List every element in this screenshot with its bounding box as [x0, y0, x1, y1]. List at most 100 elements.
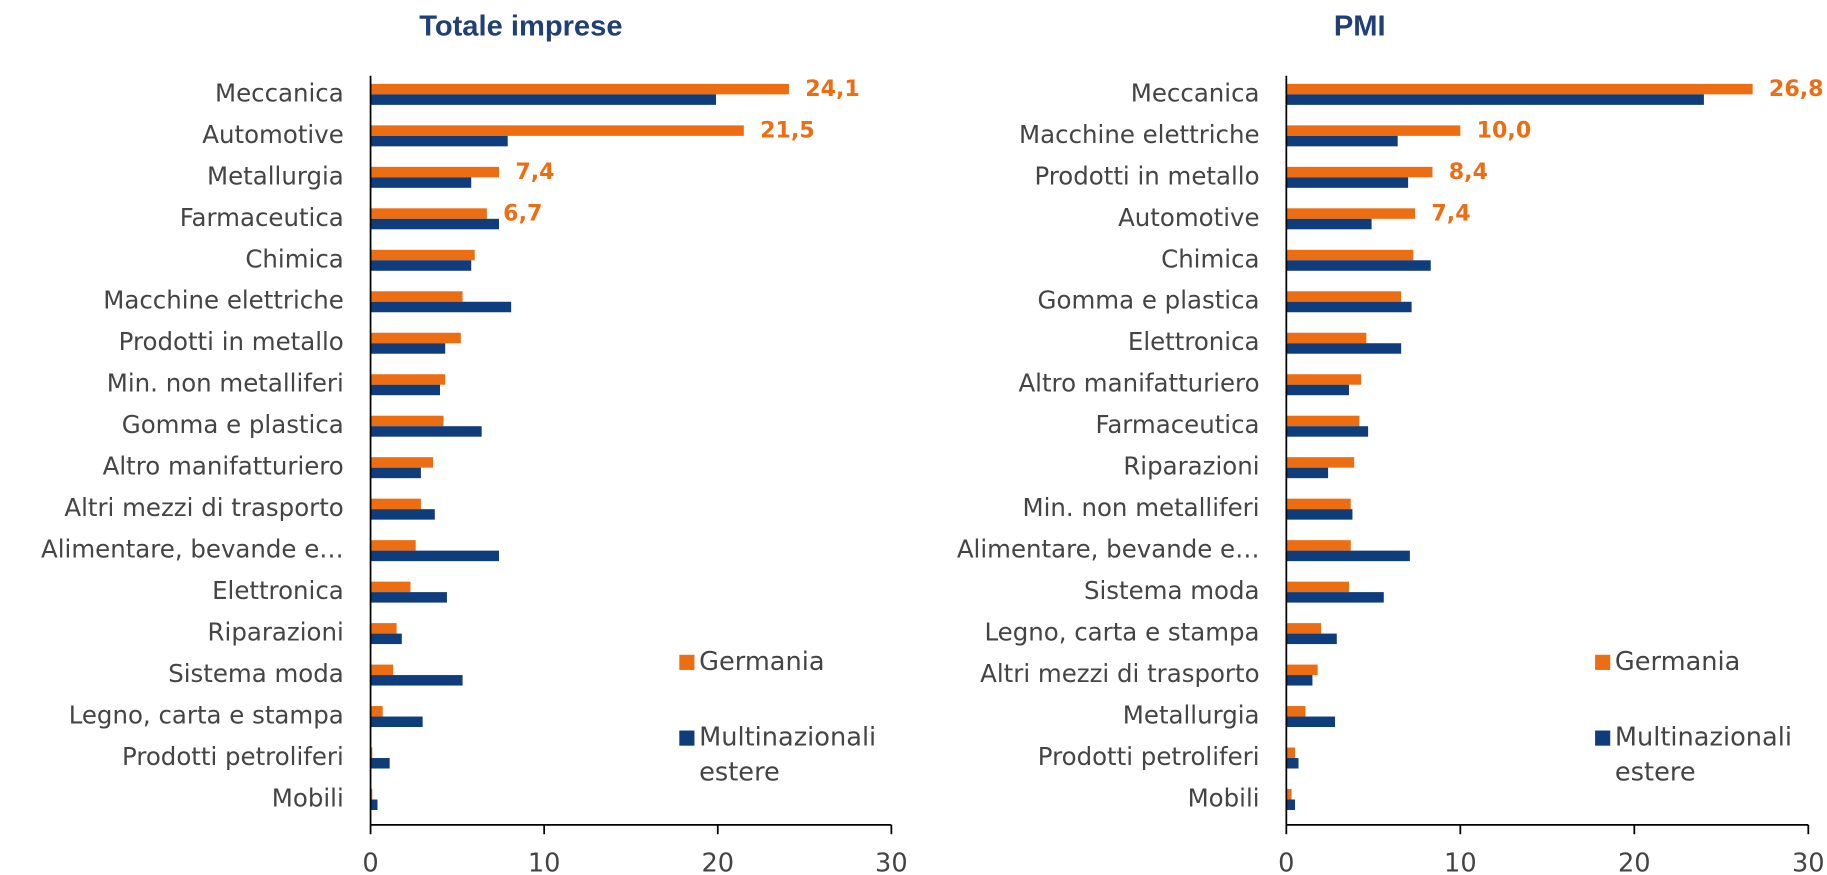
- bar: [370, 332, 461, 344]
- category-label: Mobili: [272, 784, 344, 813]
- category-label: Min. non metalliferi: [1023, 493, 1260, 522]
- value-label: 7,4: [515, 159, 554, 185]
- legend-swatch: [679, 730, 695, 746]
- bar: [370, 467, 421, 479]
- bar: [1286, 249, 1414, 261]
- x-tick-label: 30: [1792, 849, 1825, 875]
- bar: [1286, 135, 1398, 147]
- bar: [370, 291, 463, 302]
- bar: [1286, 343, 1402, 354]
- bar: [370, 343, 446, 354]
- category-label: Farmaceutica: [1096, 410, 1260, 439]
- bar: [1286, 747, 1296, 759]
- bar: [370, 799, 378, 810]
- category-label: Prodotti petroliferi: [1038, 742, 1260, 771]
- bar: [1286, 716, 1336, 728]
- bar: [370, 249, 475, 261]
- legend-item: Multinazionali estere: [699, 724, 876, 788]
- bar: [1286, 166, 1433, 178]
- bar: [370, 540, 416, 551]
- legend-swatch: [1595, 654, 1611, 670]
- legend-item: Germania: [699, 647, 825, 677]
- bar: [1286, 301, 1412, 313]
- bar: [1286, 550, 1410, 562]
- x-tick-label: 20: [1618, 849, 1651, 875]
- value-label: 26,8: [1769, 76, 1824, 102]
- category-label: Elettronica: [212, 576, 344, 605]
- category-label: Altri mezzi di trasporto: [64, 493, 343, 522]
- bar: [370, 498, 421, 510]
- bar: [1286, 592, 1384, 603]
- bar: [1286, 467, 1329, 479]
- bar: [1286, 758, 1299, 769]
- category-label: Legno, carta e stampa: [69, 701, 344, 730]
- bar: [370, 415, 444, 427]
- category-label: Chimica: [245, 244, 343, 273]
- bar: [1286, 540, 1351, 551]
- bar: [1286, 633, 1337, 645]
- bar: [370, 509, 435, 520]
- x-tick-label: 10: [528, 849, 561, 875]
- legend-swatch: [679, 654, 695, 670]
- category-label: Sistema moda: [1084, 576, 1260, 605]
- category-label: Automotive: [202, 120, 343, 149]
- bar: [370, 94, 717, 105]
- legend-label: Germania: [699, 647, 825, 677]
- category-label: Gomma e plastica: [122, 410, 344, 439]
- chart-title: Totale imprese: [419, 11, 622, 43]
- category-label: Altro manifatturiero: [103, 452, 344, 481]
- category-label: Prodotti in metallo: [1034, 161, 1259, 190]
- bar: [370, 716, 423, 728]
- x-tick-label: 0: [1278, 849, 1294, 875]
- category-label: Meccanica: [215, 78, 344, 107]
- category-label: Alimentare, bevande e…: [957, 535, 1260, 564]
- bar: [1286, 664, 1318, 676]
- bar: [370, 166, 500, 178]
- value-label: 6,7: [503, 201, 542, 227]
- bar: [370, 135, 508, 147]
- bar: [370, 706, 383, 717]
- bar: [1286, 177, 1409, 188]
- value-label: 7,4: [1431, 201, 1470, 227]
- bar: [370, 550, 500, 562]
- bar: [370, 260, 472, 271]
- x-tick-label: 0: [362, 849, 378, 875]
- bar: [370, 581, 411, 593]
- value-label: 24,1: [805, 76, 860, 102]
- bar: [1286, 675, 1313, 686]
- category-label: Prodotti in metallo: [119, 327, 344, 356]
- bar: [1286, 125, 1461, 136]
- bar: [1286, 208, 1416, 219]
- bar: [370, 177, 472, 188]
- bar: [370, 208, 487, 219]
- bar: [1286, 789, 1292, 800]
- category-label: Metallurgia: [207, 161, 344, 190]
- bar: [1286, 706, 1306, 717]
- category-label: Metallurgia: [1123, 701, 1260, 730]
- category-label: Min. non metalliferi: [107, 369, 344, 398]
- bar: [1286, 332, 1367, 344]
- legend-label: Multinazionali estere: [1614, 723, 1792, 788]
- category-label: Gomma e plastica: [1038, 286, 1260, 315]
- bar: [370, 301, 512, 313]
- bar: [370, 758, 390, 769]
- legend-item: Germania: [1615, 648, 1740, 677]
- bar: [370, 218, 500, 230]
- bar: [1286, 83, 1753, 95]
- bar: [1286, 415, 1360, 427]
- bar: [370, 125, 744, 136]
- bar: [370, 457, 434, 468]
- x-tick-label: 10: [1444, 849, 1477, 875]
- category-label: Automotive: [1118, 203, 1259, 232]
- value-label: 8,4: [1449, 159, 1488, 185]
- bar: [1286, 581, 1349, 593]
- category-label: Riparazioni: [1123, 452, 1259, 481]
- bar: [1286, 426, 1369, 437]
- category-label: Chimica: [1161, 244, 1259, 273]
- category-label: Riparazioni: [208, 618, 344, 647]
- category-label: Alimentare, bevande e…: [41, 535, 344, 564]
- bar: [1286, 374, 1362, 385]
- category-label: Meccanica: [1131, 78, 1260, 107]
- category-label: Elettronica: [1128, 327, 1260, 356]
